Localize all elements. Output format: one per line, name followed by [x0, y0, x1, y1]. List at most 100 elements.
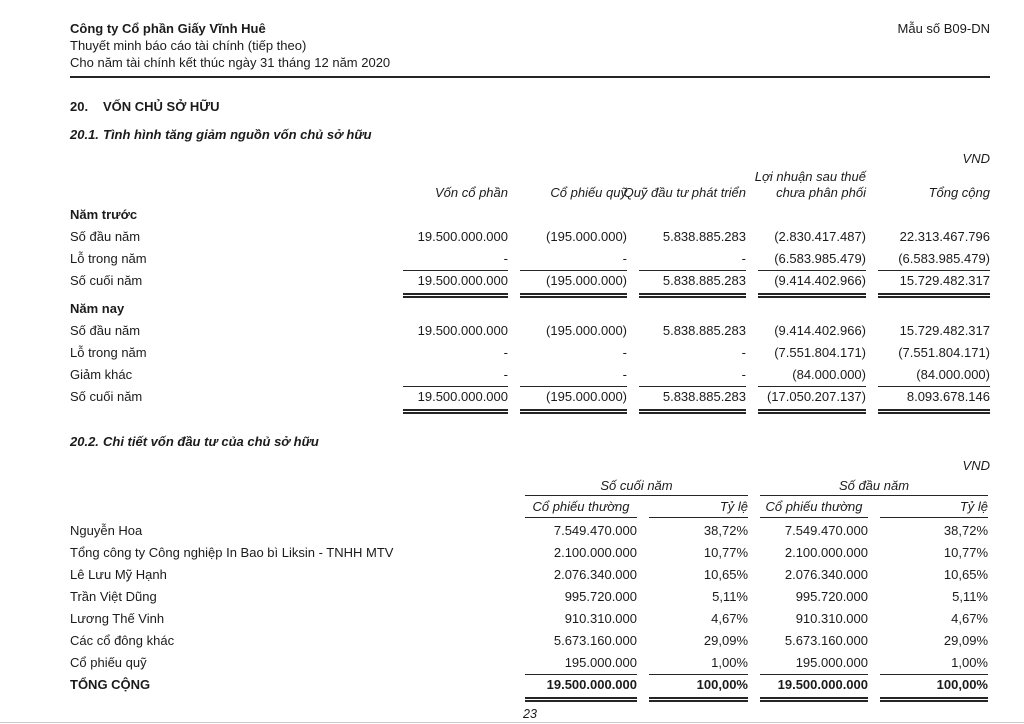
page-content: Công ty Cổ phần Giấy Vĩnh Huê Thuyết min…: [70, 20, 990, 721]
table-cell: (195.000.000): [546, 229, 627, 244]
column-header: Cổ phiếu thường: [760, 498, 868, 518]
column-header: Cổ phiếu thường: [525, 498, 637, 518]
currency-label: VND: [962, 151, 990, 166]
table-cell: 19.500.000.000: [417, 229, 508, 244]
table-row: Nguyễn Hoa 7.549.470.000 38,72% 7.549.47…: [70, 520, 990, 542]
row-label: Giảm khác: [70, 367, 133, 382]
table-total-row: Số cuối năm 19.500.000.000 (195.000.000)…: [70, 386, 990, 414]
table-group-row: Năm nay: [70, 298, 990, 320]
table-cell: 7.549.470.000: [784, 523, 868, 538]
equity-movement-table: Vốn cổ phần Cổ phiếu quỹ Quỹ đầu tư phát…: [70, 169, 990, 414]
table-cell: 38,72%: [703, 523, 748, 538]
table-row: Trần Việt Dũng 995.720.000 5,11% 995.720…: [70, 586, 990, 608]
table-row: Số đầu năm 19.500.000.000 (195.000.000) …: [70, 320, 990, 342]
table-cell: 19.500.000.000: [403, 386, 508, 414]
row-label: Lỗ trong năm: [70, 345, 147, 360]
section-title: Tình hình tăng giảm nguồn vốn chủ sở hữu: [103, 127, 372, 142]
table-cell: 100,00%: [880, 674, 988, 702]
section-title: Chi tiết vốn đầu tư của chủ sở hữu: [103, 434, 319, 449]
table-cell: 29,09%: [703, 633, 748, 648]
table-cell: 5.838.885.283: [662, 323, 746, 338]
table-cell: -: [741, 251, 746, 266]
table-cell: 995.720.000: [795, 589, 868, 604]
table-cell: 15.729.482.317: [878, 270, 990, 298]
table-cell: 15.729.482.317: [899, 323, 990, 338]
shareholder-name: Các cổ đông khác: [70, 633, 175, 648]
table-cell: 910.310.000: [564, 611, 637, 626]
table-cell: 100,00%: [649, 674, 748, 702]
table-cell: 2.076.340.000: [553, 567, 637, 582]
table-cell: -: [503, 345, 508, 360]
table-cell: (6.583.985.479): [774, 251, 866, 266]
table-cell: (9.414.402.966): [758, 270, 866, 298]
table-cell: 2.100.000.000: [553, 545, 637, 560]
table-cell: 910.310.000: [795, 611, 868, 626]
table-cell: (9.414.402.966): [774, 323, 866, 338]
page-number: 23: [523, 707, 537, 721]
row-label: Số cuối năm: [70, 273, 143, 288]
table-row: Giảm khác - - - (84.000.000) (84.000.000…: [70, 364, 990, 386]
table-cell: -: [741, 367, 746, 382]
group-header: Số cuối năm: [525, 477, 748, 496]
table-total-row: TỔNG CỘNG 19.500.000.000 100,00% 19.500.…: [70, 674, 990, 702]
section-number: 20.1.: [70, 127, 99, 142]
table-cell: -: [503, 367, 508, 382]
table-cell: -: [741, 345, 746, 360]
table-cell: 38,72%: [943, 523, 988, 538]
table-cell: (6.583.985.479): [898, 251, 990, 266]
header-left: Công ty Cổ phần Giấy Vĩnh Huê Thuyết min…: [70, 20, 390, 71]
table-cell: 995.720.000: [564, 589, 637, 604]
table-cell: 1,00%: [711, 655, 748, 670]
table-cell: 195.000.000: [564, 655, 637, 670]
row-label: Số đầu năm: [70, 229, 141, 244]
fiscal-period: Cho năm tài chính kết thúc ngày 31 tháng…: [70, 55, 391, 70]
company-name: Công ty Cổ phần Giấy Vĩnh Huê: [70, 21, 266, 36]
table-row: Lương Thế Vinh 910.310.000 4,67% 910.310…: [70, 608, 990, 630]
table-row: Lỗ trong năm - - - (6.583.985.479) (6.58…: [70, 248, 990, 270]
shareholder-name: Cổ phiếu quỹ: [70, 655, 147, 670]
table-cell: -: [622, 367, 627, 382]
table-cell: (84.000.000): [916, 367, 990, 382]
table-cell: 5,11%: [712, 589, 748, 604]
table-cell: 10,65%: [703, 567, 748, 582]
table-cell: 8.093.678.146: [878, 386, 990, 414]
shareholder-name: Trần Việt Dũng: [70, 589, 157, 604]
table-cell: 10,65%: [943, 567, 988, 582]
column-header: Lợi nhuận sau thuế chưa phân phối: [754, 169, 866, 200]
row-label: Năm trước: [70, 207, 138, 222]
owner-investment-table: Số cuối năm Số đầu năm Cổ phiếu thường T…: [70, 477, 990, 702]
spacer-cell: [70, 498, 513, 518]
column-header: Cổ phiếu quỹ: [550, 185, 627, 200]
row-label: Năm nay: [70, 301, 125, 316]
row-label: TỔNG CỘNG: [70, 677, 151, 692]
table-cell: 1,00%: [951, 655, 988, 670]
spacer-cell: [70, 477, 513, 496]
document-header: Công ty Cổ phần Giấy Vĩnh Huê Thuyết min…: [70, 20, 990, 78]
table-row: Lỗ trong năm - - - (7.551.804.171) (7.55…: [70, 342, 990, 364]
table-row: Tổng công ty Công nghiệp In Bao bì Liksi…: [70, 542, 990, 564]
table-cell: 19.500.000.000: [417, 323, 508, 338]
section-201-heading: 20.1. Tình hình tăng giảm nguồn vốn chủ …: [70, 127, 990, 142]
section-number: 20.2.: [70, 434, 99, 449]
column-header: Tổng cộng: [928, 185, 990, 200]
report-title: Thuyết minh báo cáo tài chính (tiếp theo…: [70, 38, 307, 53]
section-20-heading: 20. VỐN CHỦ SỞ HỮU: [70, 99, 990, 114]
table-cell: 5.838.885.283: [639, 386, 746, 414]
table-cell: (17.050.207.137): [758, 386, 866, 414]
table-row: Số đầu năm 19.500.000.000 (195.000.000) …: [70, 226, 990, 248]
table-cell: 2.100.000.000: [784, 545, 868, 560]
table-header-row: Vốn cổ phần Cổ phiếu quỹ Quỹ đầu tư phát…: [70, 169, 990, 201]
table-cell: 5.673.160.000: [784, 633, 868, 648]
table-cell: (2.830.417.487): [774, 229, 866, 244]
table-cell: 19.500.000.000: [403, 270, 508, 298]
table-cell: -: [622, 345, 627, 360]
table-cell: (195.000.000): [520, 270, 627, 298]
table-group-header-row: Số cuối năm Số đầu năm: [70, 477, 990, 496]
table-cell: (84.000.000): [792, 367, 866, 382]
table-cell: 22.313.467.796: [899, 229, 990, 244]
shareholder-name: Lê Lưu Mỹ Hạnh: [70, 567, 167, 582]
table-cell: -: [503, 251, 508, 266]
table-cell: 19.500.000.000: [760, 674, 868, 702]
column-header: Quỹ đầu tư phát triển: [623, 185, 746, 200]
